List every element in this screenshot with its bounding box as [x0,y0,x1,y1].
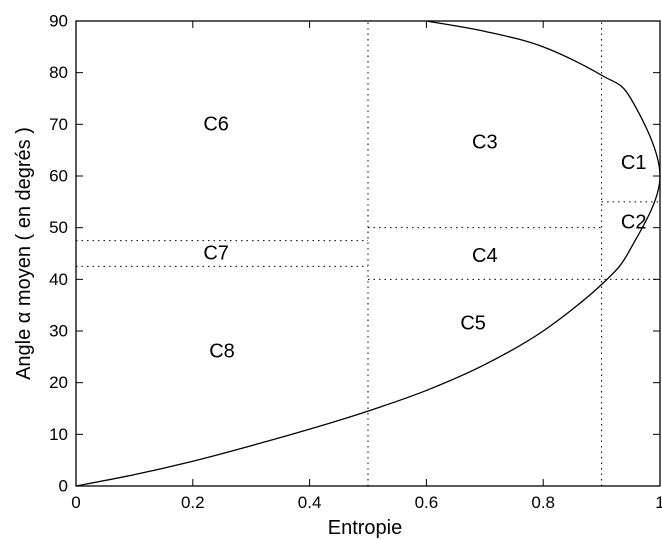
region-label-c7: C7 [203,243,229,265]
y-tick-label: 50 [49,218,68,237]
region-label-c6: C6 [203,113,229,135]
y-tick-label: 40 [49,270,68,289]
x-tick-label: 0.6 [415,493,439,512]
y-tick-label: 90 [49,12,68,31]
y-tick-label: 80 [49,63,68,82]
y-tick-label: 60 [49,167,68,186]
region-label-c1: C1 [621,152,647,174]
region-label-c3: C3 [472,131,498,153]
x-tick-label: 0.8 [531,493,555,512]
x-axis-title: Entropie [328,517,403,539]
y-tick-label: 20 [49,373,68,392]
y-axis-title: Angle α moyen ( en degrés ) [13,127,35,380]
y-axis-ticks: 0 10 20 30 40 50 60 70 80 90 [49,12,660,496]
x-tick-label: 0.2 [181,493,205,512]
region-label-c2: C2 [621,212,647,234]
zone-dividers [76,21,660,486]
region-label-c5: C5 [460,312,486,334]
region-label-c8: C8 [209,341,235,363]
y-tick-label: 70 [49,115,68,134]
x-tick-label: 1 [655,493,662,512]
region-labels: C1 C2 C3 C4 C5 C6 C7 C8 [203,113,646,362]
y-tick-label: 0 [59,477,68,496]
plot-frame [75,20,661,487]
boundary-curve [75,20,661,487]
y-tick-label: 30 [49,322,68,341]
region-label-c4: C4 [472,245,498,267]
x-axis-ticks: 0 0.2 0.4 0.6 0.8 1 [71,21,662,512]
x-tick-label: 0 [71,493,80,512]
y-tick-label: 10 [49,425,68,444]
x-tick-label: 0.4 [298,493,322,512]
